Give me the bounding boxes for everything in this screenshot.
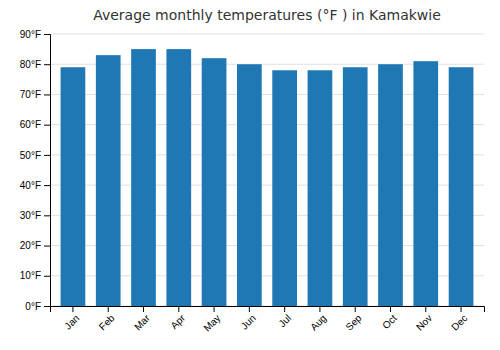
x-tick: Jan <box>62 306 81 332</box>
y-tick-mark <box>44 125 50 126</box>
x-tick-label: Nov <box>414 312 434 332</box>
y-tick: 0°F <box>25 301 50 312</box>
x-tick: Dec <box>449 306 469 333</box>
x-tick-label: Oct <box>380 312 399 331</box>
x-tick-mark <box>72 306 73 312</box>
x-tick-mark <box>249 306 250 312</box>
x-tick-mark <box>214 306 215 312</box>
y-tick: 70°F <box>20 89 50 100</box>
bar <box>308 70 333 306</box>
x-tick-label: Jul <box>276 312 293 329</box>
x-tick: Jul <box>276 306 293 329</box>
y-tick: 90°F <box>20 29 50 40</box>
x-tick-label: Apr <box>168 312 187 331</box>
y-tick-label: 80°F <box>20 59 41 70</box>
bar <box>378 64 403 306</box>
bar <box>449 67 474 306</box>
x-tick-mark <box>284 306 285 312</box>
x-tick-label: Mar <box>132 312 152 332</box>
x-tick-mark <box>461 306 462 312</box>
bar <box>61 67 86 306</box>
x-axis-line <box>51 307 485 313</box>
x-tick: Nov <box>414 306 434 333</box>
bar <box>131 49 156 306</box>
y-tick-label: 0°F <box>25 301 41 312</box>
y-axis: 0°F 10°F 20°F 30°F 40°F 50°F 60°F 70°F 80°F 90°F <box>20 29 51 312</box>
y-tick-mark <box>44 94 50 95</box>
x-tick-mark <box>143 306 144 312</box>
bar <box>413 61 438 306</box>
y-axis-line <box>44 35 51 307</box>
title: Average monthly temperatures (°F ) in Ka… <box>93 7 441 23</box>
y-tick-label: 60°F <box>20 119 41 130</box>
chart: 0°F 10°F 20°F 30°F 40°F 50°F 60°F 70°F 80°F 90°F J… <box>0 0 500 350</box>
y-tick: 40°F <box>20 180 50 191</box>
x-tick-mark <box>355 306 356 312</box>
bar <box>96 55 121 306</box>
x-tick: Jun <box>239 306 258 332</box>
y-tick: 30°F <box>20 210 50 221</box>
y-tick-label: 50°F <box>20 150 41 161</box>
x-tick: Sep <box>343 306 364 333</box>
y-tick-mark <box>44 34 50 35</box>
x-tick: Feb <box>97 306 117 332</box>
x-tick-label: Sep <box>343 312 364 333</box>
y-tick-mark <box>44 306 50 307</box>
bars <box>61 49 474 306</box>
y-tick: 80°F <box>20 59 50 70</box>
x-tick-label: Feb <box>97 312 117 332</box>
x-tick-label: Aug <box>308 312 328 332</box>
y-tick: 10°F <box>20 270 50 281</box>
x-tick-mark <box>425 306 426 312</box>
x-tick-mark <box>178 306 179 312</box>
bar <box>166 49 191 306</box>
x-tick: Aug <box>308 306 328 333</box>
y-tick-label: 90°F <box>20 29 41 40</box>
y-tick-mark <box>44 215 50 216</box>
x-tick-label: Jan <box>62 312 81 331</box>
x-tick: Apr <box>168 306 187 331</box>
y-tick-label: 10°F <box>20 270 41 281</box>
y-tick-label: 20°F <box>20 240 41 251</box>
y-tick-label: 30°F <box>20 210 41 221</box>
y-tick: 50°F <box>20 150 50 161</box>
bar <box>343 67 368 306</box>
grid-line <box>50 34 484 35</box>
y-tick-mark <box>44 246 50 247</box>
y-tick-mark <box>44 64 50 65</box>
x-tick-label: Jun <box>239 312 258 331</box>
x-tick: Mar <box>132 306 152 332</box>
x-tick-label: Dec <box>449 312 469 332</box>
grid <box>50 34 484 306</box>
x-tick: May <box>201 306 222 334</box>
y-tick: 20°F <box>20 240 50 251</box>
bar <box>202 58 227 306</box>
y-tick-mark <box>44 276 50 277</box>
y-tick-mark <box>44 185 50 186</box>
bar <box>272 70 297 306</box>
x-tick-label: May <box>201 312 222 333</box>
x-tick-mark <box>390 306 391 312</box>
y-tick-mark <box>44 155 50 156</box>
y-tick: 60°F <box>20 119 50 130</box>
x-tick: Oct <box>380 306 399 331</box>
y-tick-label: 40°F <box>20 180 41 191</box>
x-tick-mark <box>108 306 109 312</box>
y-tick-label: 70°F <box>20 89 41 100</box>
plot-area: 0°F 10°F 20°F 30°F 40°F 50°F 60°F 70°F 80°F 90°F J… <box>20 29 485 334</box>
bar <box>237 64 262 306</box>
x-axis: Jan Feb Mar Apr May Jun Jul Aug Sep Oct Nov Dec <box>51 306 485 334</box>
x-tick-mark <box>319 306 320 312</box>
